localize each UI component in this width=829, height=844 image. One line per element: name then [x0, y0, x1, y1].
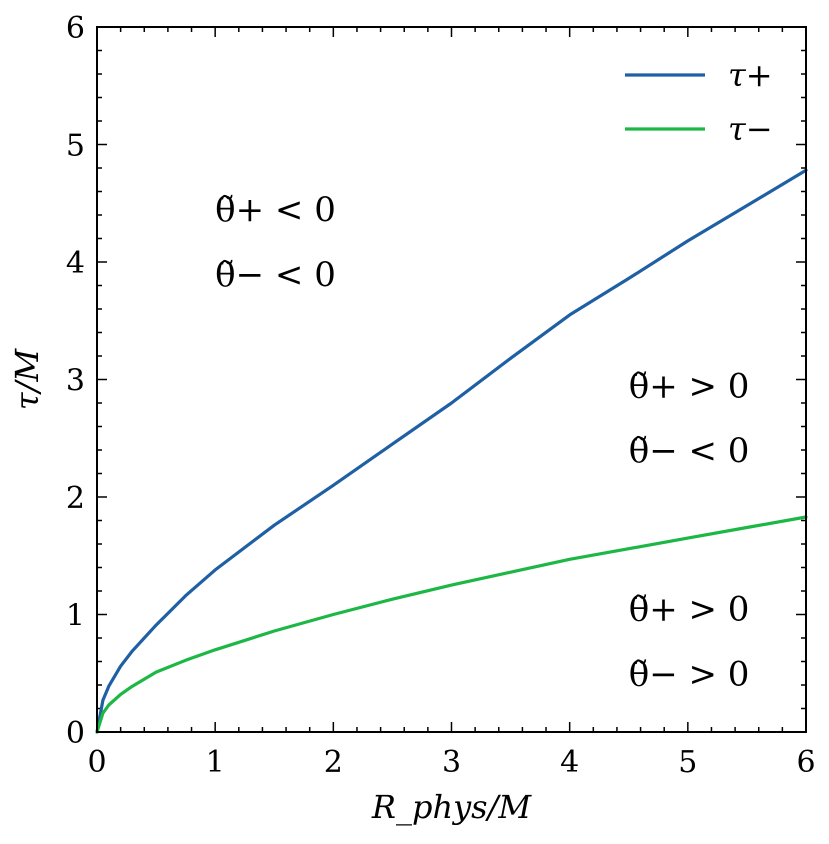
region-annotation: θ̃− > 0 — [629, 654, 750, 694]
x-tick-label: 5 — [678, 745, 697, 780]
region-annotation: θ̃− < 0 — [215, 255, 336, 295]
y-tick-label: 4 — [66, 246, 85, 281]
region-annotation: θ̃+ > 0 — [629, 366, 750, 406]
y-tick-label: 2 — [66, 481, 85, 516]
series-line-tau-plus — [95, 168, 808, 734]
y-axis-label: τ/M — [8, 348, 46, 410]
region-annotation: θ̃+ < 0 — [215, 190, 336, 230]
x-tick-label: 4 — [560, 745, 579, 780]
series-lines — [95, 168, 808, 734]
x-tick-label: 1 — [206, 745, 225, 780]
legend-label: τ− — [728, 110, 773, 148]
legend-label: τ+ — [728, 56, 773, 94]
region-annotation: θ̃− < 0 — [629, 431, 750, 471]
tick-labels: 0 1 2 3 4 5 6 0 1 2 3 4 5 6 — [66, 11, 816, 780]
x-tick-label: 3 — [442, 745, 461, 780]
y-tick-label: 0 — [66, 716, 85, 751]
x-tick-label: 0 — [87, 745, 106, 780]
region-annotation: θ̃+ > 0 — [629, 590, 750, 630]
y-tick-label: 6 — [66, 11, 85, 46]
y-tick-label: 3 — [66, 364, 85, 399]
series-line-tau-minus — [95, 515, 808, 734]
region-annotations: θ̃+ < 0 θ̃− < 0 θ̃+ > 0 θ̃− < 0 θ̃+ > 0 θ̃− >… — [215, 190, 749, 694]
x-tick-label: 6 — [796, 745, 815, 780]
plot-frame — [96, 26, 807, 733]
x-tick-label: 2 — [324, 745, 343, 780]
y-tick-label: 1 — [66, 599, 85, 634]
x-axis-label: R_phys/M — [371, 788, 532, 826]
legend: τ+ τ− — [625, 56, 773, 148]
y-tick-label: 5 — [66, 129, 85, 164]
